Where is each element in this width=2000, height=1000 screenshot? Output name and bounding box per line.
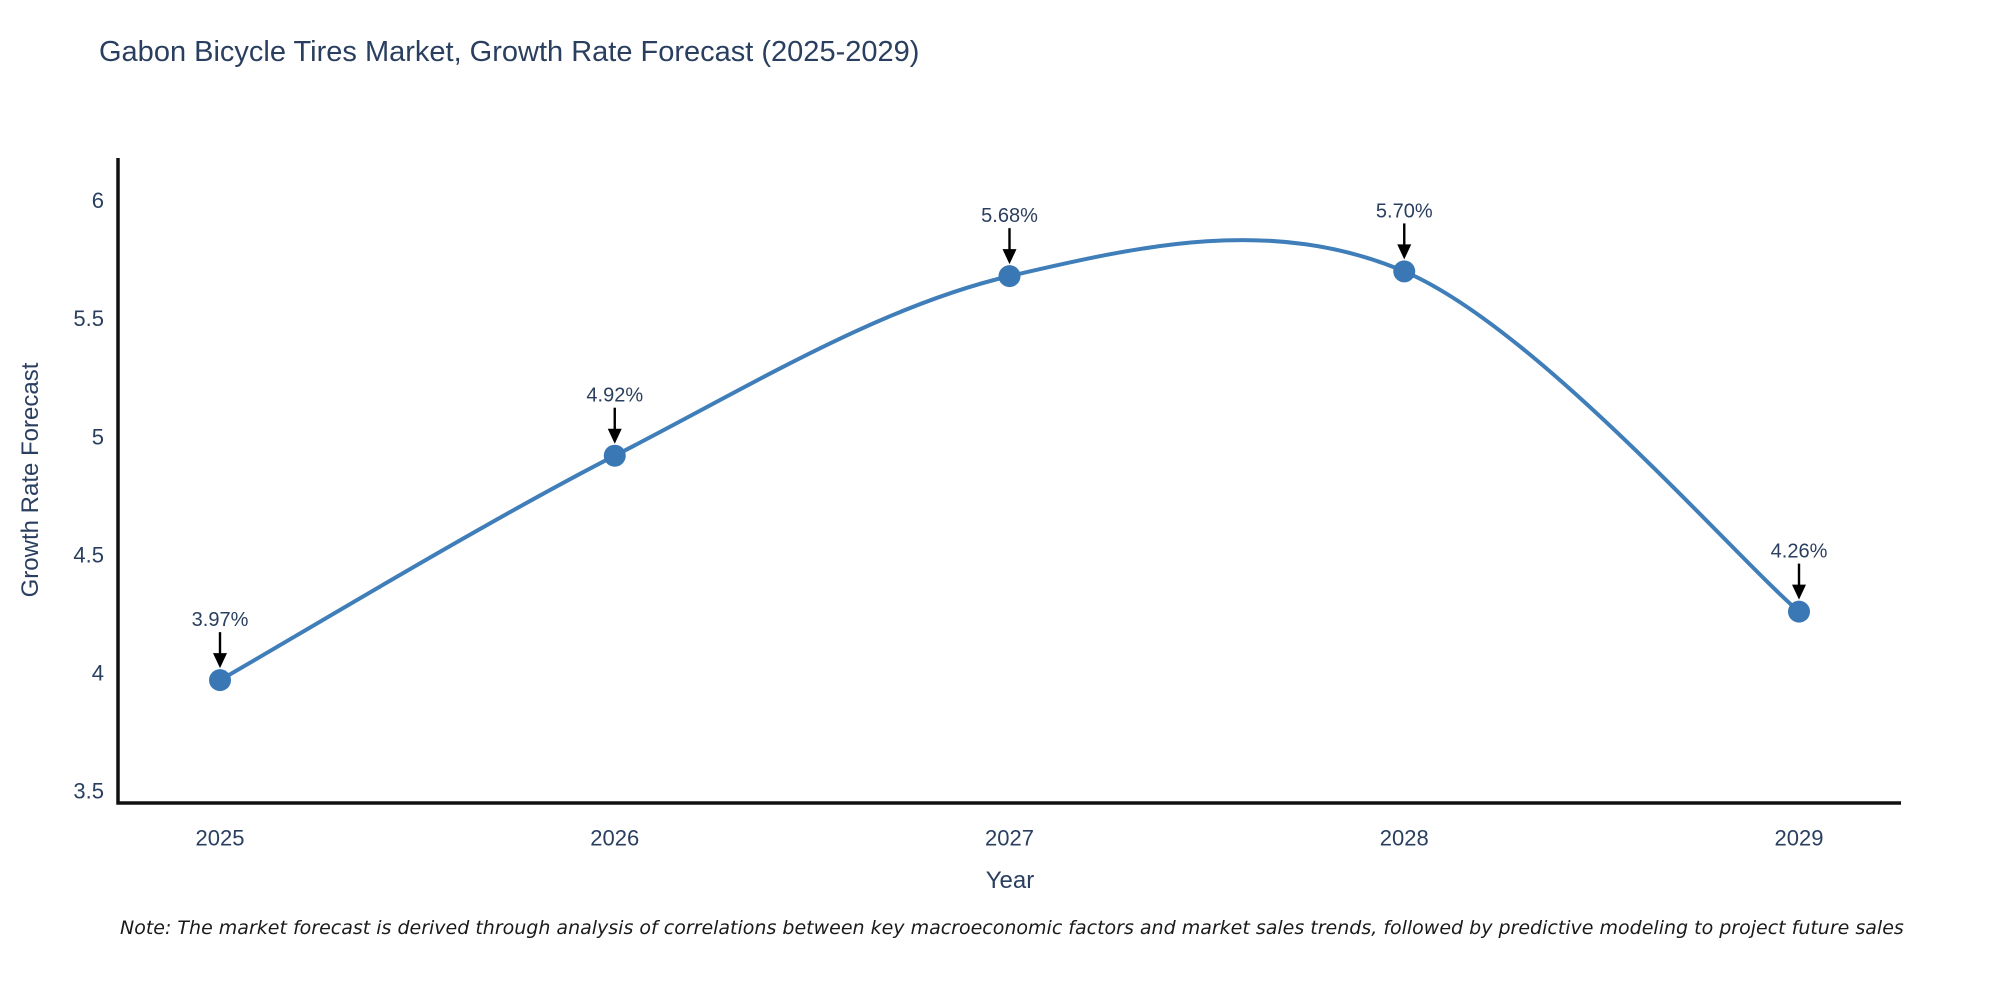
x-tick-label: 2026 xyxy=(590,826,639,851)
x-tick-label: 2027 xyxy=(985,826,1034,851)
y-tick-label: 5.5 xyxy=(73,306,104,331)
annotation-arrow-head xyxy=(1792,584,1806,600)
x-tick-label: 2028 xyxy=(1380,826,1429,851)
annotation-label: 5.70% xyxy=(1376,200,1433,222)
y-tick-label: 4.5 xyxy=(73,542,104,567)
y-tick-label: 4 xyxy=(92,661,104,686)
annotation-label: 4.26% xyxy=(1771,541,1828,563)
annotation-label: 3.97% xyxy=(192,609,249,631)
axis-lines xyxy=(116,158,1901,805)
x-tick-label: 2029 xyxy=(1775,826,1824,851)
annotation-label: 5.68% xyxy=(981,205,1038,227)
data-point-marker xyxy=(1788,600,1810,623)
annotation-arrow-head xyxy=(213,653,227,669)
data-point-marker xyxy=(998,265,1021,288)
y-tick-label: 5 xyxy=(92,424,104,449)
x-tick-label: 2025 xyxy=(196,826,245,851)
x-axis-title: Year xyxy=(985,867,1035,894)
annotation-arrow-head xyxy=(1397,244,1412,260)
annotation-arrow-head xyxy=(607,428,622,444)
y-tick-label: 6 xyxy=(92,188,104,213)
y-tick-label: 3.5 xyxy=(73,779,104,804)
annotation-arrow-head xyxy=(1002,249,1017,265)
data-point-marker xyxy=(1393,260,1416,283)
data-point-marker xyxy=(209,669,231,692)
annotation-label: 4.92% xyxy=(586,385,643,407)
footnote: Note: The market forecast is derived thr… xyxy=(120,917,1904,939)
y-axis-title: Growth Rate Forecast xyxy=(17,362,44,598)
chart-title: Gabon Bicycle Tires Market, Growth Rate … xyxy=(99,36,920,68)
trend-line xyxy=(218,238,1801,683)
data-point-marker xyxy=(603,444,626,467)
